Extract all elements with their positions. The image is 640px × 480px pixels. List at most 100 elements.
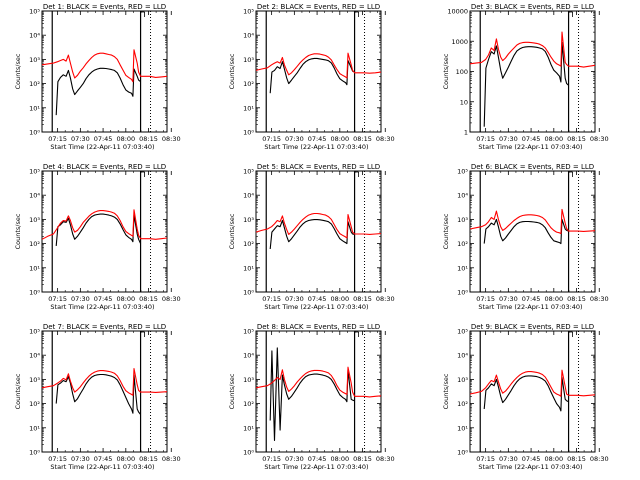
y-axis-title: Counts/sec <box>14 213 22 249</box>
x-tick-label: 07:15 <box>262 455 281 463</box>
plot-title: Det 4: BLACK = Events, RED = LLD <box>43 163 166 171</box>
x-tick-label: 08:00 <box>330 295 349 303</box>
y-tick-label: 10⁴ <box>29 352 40 360</box>
y-tick-label: 10² <box>29 240 40 248</box>
y-tick-label: 10¹ <box>243 424 254 432</box>
y-tick-label: 10⁴ <box>457 352 468 360</box>
plot-title: Det 7: BLACK = Events, RED = LLD <box>43 323 166 331</box>
y-tick-label: 100 <box>456 68 468 76</box>
y-axis-title: Counts/sec <box>228 373 236 409</box>
y-tick-label: 10⁵ <box>243 168 254 176</box>
x-axis-title: Start Time (22-Apr-11 07:03:40) <box>50 463 154 471</box>
x-tick-label: 07:15 <box>476 295 495 303</box>
x-tick-label: 08:15 <box>139 295 158 303</box>
y-tick-label: 10⁴ <box>29 32 40 40</box>
x-tick-label: 07:45 <box>308 455 327 463</box>
x-tick-label: 08:30 <box>162 455 181 463</box>
y-tick-label: 10⁵ <box>29 8 40 16</box>
x-tick-label: 08:00 <box>544 455 563 463</box>
events-series-line <box>55 373 142 415</box>
y-tick-label: 10⁵ <box>457 328 468 336</box>
x-tick-label: 08:30 <box>590 135 609 143</box>
y-axis-title: Counts/sec <box>228 53 236 89</box>
lld-series-line <box>255 52 382 79</box>
y-tick-label: 10⁵ <box>243 8 254 16</box>
plot-title: Det 9: BLACK = Events, RED = LLD <box>471 323 594 331</box>
y-tick-label: 10 <box>460 98 468 106</box>
x-tick-label: 08:00 <box>116 135 135 143</box>
lld-series-line <box>469 369 596 397</box>
x-tick-label: 07:30 <box>71 135 90 143</box>
panel-det-1: Det 1: BLACK = Events, RED = LLD 10⁰ 10¹ 10… <box>14 3 181 151</box>
y-axis-title: Counts/sec <box>14 53 22 89</box>
plot-title: Det 5: BLACK = Events, RED = LLD <box>257 163 380 171</box>
lld-series-line <box>469 31 596 68</box>
events-series-line <box>269 347 355 442</box>
x-tick-label: 07:45 <box>522 455 541 463</box>
x-tick-label: 08:30 <box>162 295 181 303</box>
x-tick-label: 08:00 <box>330 135 349 143</box>
y-tick-label: 10⁰ <box>243 129 254 137</box>
y-tick-label: 10² <box>457 240 468 248</box>
panel-det-4: Det 4: BLACK = Events, RED = LLD 10⁰ 10¹ 10… <box>14 163 181 311</box>
x-tick-label: 08:30 <box>590 455 609 463</box>
x-tick-label: 07:15 <box>476 135 495 143</box>
y-tick-label: 10⁴ <box>243 352 254 360</box>
y-tick-label: 10³ <box>29 376 40 384</box>
y-tick-label: 10⁴ <box>457 192 468 200</box>
lld-series-line <box>255 366 382 398</box>
y-tick-label: 10¹ <box>29 104 40 112</box>
y-axis-title: Counts/sec <box>442 373 450 409</box>
lld-series-line <box>41 209 168 240</box>
x-tick-label: 08:15 <box>353 135 372 143</box>
y-tick-label: 10¹ <box>243 104 254 112</box>
y-tick-label: 10¹ <box>457 264 468 272</box>
y-tick-label: 10000 <box>447 8 468 16</box>
y-tick-label: 10⁴ <box>243 32 254 40</box>
x-tick-label: 07:45 <box>94 455 113 463</box>
y-tick-label: 10⁵ <box>457 168 468 176</box>
plot-title: Det 2: BLACK = Events, RED = LLD <box>257 3 380 11</box>
x-tick-label: 08:15 <box>139 135 158 143</box>
y-tick-label: 10⁰ <box>29 449 40 457</box>
events-series-line <box>55 213 142 246</box>
x-axis-title: Start Time (22-Apr-11 07:03:40) <box>264 463 368 471</box>
lld-series-line <box>255 212 382 239</box>
y-tick-label: 10³ <box>29 216 40 224</box>
events-series-line <box>483 218 569 245</box>
y-tick-label: 1 <box>464 129 468 137</box>
x-tick-label: 07:45 <box>522 295 541 303</box>
x-tick-label: 08:00 <box>116 455 135 463</box>
x-tick-label: 07:30 <box>499 455 518 463</box>
x-tick-label: 07:15 <box>48 135 67 143</box>
x-tick-label: 07:30 <box>285 455 304 463</box>
x-tick-label: 08:30 <box>376 455 395 463</box>
x-tick-label: 08:15 <box>353 295 372 303</box>
x-tick-label: 08:30 <box>162 135 181 143</box>
x-tick-label: 08:00 <box>544 135 563 143</box>
y-tick-label: 10¹ <box>29 424 40 432</box>
x-tick-label: 08:15 <box>567 295 586 303</box>
x-tick-label: 07:30 <box>499 295 518 303</box>
x-tick-label: 07:15 <box>262 295 281 303</box>
x-tick-label: 07:45 <box>522 135 541 143</box>
y-tick-label: 10² <box>243 240 254 248</box>
x-tick-label: 07:30 <box>499 135 518 143</box>
events-series-line <box>483 42 569 127</box>
y-tick-label: 10⁴ <box>29 192 40 200</box>
x-tick-label: 08:30 <box>376 135 395 143</box>
panel-det-5: Det 5: BLACK = Events, RED = LLD 10⁰ 10¹ 10… <box>228 163 395 311</box>
y-tick-label: 10³ <box>243 56 254 64</box>
x-tick-label: 08:15 <box>567 455 586 463</box>
plot-frame <box>255 330 382 453</box>
y-tick-label: 10³ <box>457 376 468 384</box>
y-tick-label: 10⁰ <box>457 289 468 297</box>
panel-det-9: Det 9: BLACK = Events, RED = LLD 10⁰ 10¹ 10… <box>442 323 609 471</box>
y-tick-label: 10² <box>29 80 40 88</box>
x-tick-label: 08:30 <box>590 295 609 303</box>
y-axis-title: Counts/sec <box>442 53 450 89</box>
x-axis-title: Start Time (22-Apr-11 07:03:40) <box>478 303 582 311</box>
panel-det-6: Det 6: BLACK = Events, RED = LLD 10⁰ 10¹ 10… <box>442 163 609 311</box>
plot-frame <box>255 10 382 133</box>
